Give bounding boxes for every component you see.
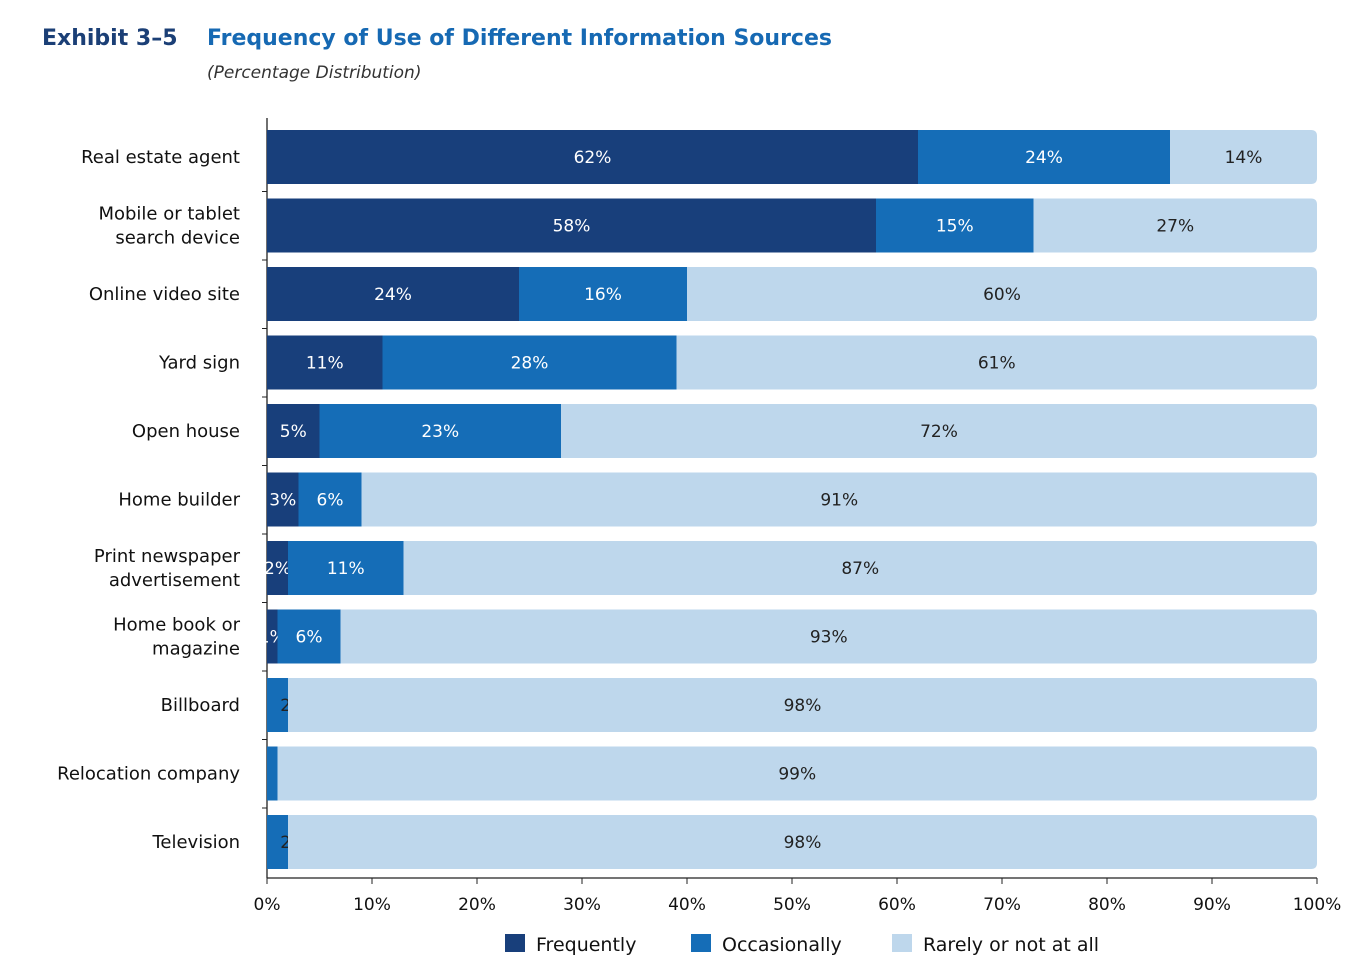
bar-segment-1 [298, 472, 362, 527]
legend-label: Frequently [536, 934, 636, 956]
category-label: Open house [132, 421, 240, 442]
bar-segment-2 [288, 678, 1317, 732]
bar-segment-0 [267, 404, 320, 458]
legend-swatch [892, 934, 912, 952]
bar-segment-2 [1033, 198, 1317, 253]
bar-segment-2 [277, 746, 1317, 801]
legend-label: Rarely or not at all [923, 934, 1099, 956]
category-label: Yard sign [158, 353, 240, 374]
bar-segment-2 [288, 815, 1317, 869]
category-label: Mobile or tablet [98, 204, 240, 225]
category-label: search device [115, 228, 240, 249]
legend-label: Occasionally [722, 934, 842, 956]
data-label: 72% [920, 422, 958, 442]
data-label: 11% [327, 559, 365, 579]
category-label: Billboard [161, 695, 240, 716]
bar-segment-1 [288, 541, 404, 595]
category-label: Home builder [118, 490, 240, 511]
bar-segment-2 [561, 404, 1317, 458]
data-label: 98% [784, 833, 822, 853]
x-tick-label: 0% [254, 895, 281, 915]
bar-segment-0 [267, 335, 383, 390]
category-label: Relocation company [57, 764, 240, 785]
category-label: magazine [152, 639, 240, 660]
legend-swatch [505, 934, 525, 952]
exhibit-label: Exhibit 3–5 [42, 26, 178, 51]
bar-segment-1 [519, 267, 687, 321]
data-label: 5% [280, 422, 307, 442]
x-tick-label: 90% [1193, 895, 1231, 915]
data-label: 16% [584, 285, 622, 305]
bar-segment-0 [267, 472, 299, 527]
data-label: 15% [936, 217, 974, 237]
data-label: 24% [374, 285, 412, 305]
bar-segment-1 [918, 130, 1170, 184]
chart-title: Frequency of Use of Different Informatio… [207, 26, 832, 51]
data-label: 3% [269, 491, 296, 511]
x-tick-label: 50% [773, 895, 811, 915]
bar-segment-0 [267, 541, 288, 595]
data-label: 91% [820, 491, 858, 511]
data-label: 23% [421, 422, 459, 442]
chart-subtitle: (Percentage Distribution) [207, 63, 421, 83]
bar-segment-0 [267, 267, 519, 321]
data-label: 24% [1025, 148, 1063, 168]
data-label: 27% [1156, 217, 1194, 237]
bar-segment-1 [277, 609, 341, 664]
data-label: 62% [574, 148, 612, 168]
data-label: 6% [317, 491, 344, 511]
x-tick-label: 20% [458, 895, 496, 915]
category-label: Print newspaper [94, 546, 241, 567]
x-tick-label: 100% [1293, 895, 1342, 915]
data-label: 98% [784, 696, 822, 716]
x-tick-label: 70% [983, 895, 1021, 915]
data-label: 93% [810, 628, 848, 648]
bar-segment-1 [267, 678, 288, 732]
bar-segment-2 [340, 609, 1317, 664]
data-label: 2% [264, 559, 291, 579]
category-label: Real estate agent [81, 147, 240, 168]
bar-segment-2 [361, 472, 1317, 527]
bar-segment-2 [403, 541, 1317, 595]
bar-segment-1 [319, 404, 561, 458]
data-label: 6% [296, 628, 323, 648]
data-label: 14% [1225, 148, 1263, 168]
data-label: 58% [553, 217, 591, 237]
bar-segment-2 [676, 335, 1317, 390]
data-label: 60% [983, 285, 1021, 305]
category-label: Online video site [89, 284, 240, 305]
bar-segment-1 [267, 815, 288, 869]
category-label: advertisement [109, 570, 240, 591]
category-label: Home book or [113, 615, 240, 636]
data-label: 87% [841, 559, 879, 579]
bar-segment-0 [267, 130, 918, 184]
bar-segment-0 [267, 609, 278, 664]
x-tick-label: 80% [1088, 895, 1126, 915]
bar-segment-2 [687, 267, 1317, 321]
x-tick-label: 40% [668, 895, 706, 915]
x-tick-label: 30% [563, 895, 601, 915]
legend-swatch [691, 934, 711, 952]
category-label: Television [151, 832, 240, 853]
data-label: 11% [306, 354, 344, 374]
bar-segment-2 [1170, 130, 1317, 184]
data-label: 28% [511, 354, 549, 374]
bar-segment-1 [382, 335, 677, 390]
data-label: 99% [778, 765, 816, 785]
bar-segment-1 [876, 198, 1034, 253]
x-tick-label: 60% [878, 895, 916, 915]
bar-segment-1 [267, 746, 278, 801]
x-tick-label: 10% [353, 895, 391, 915]
data-label: 61% [978, 354, 1016, 374]
bar-segment-0 [267, 198, 876, 253]
